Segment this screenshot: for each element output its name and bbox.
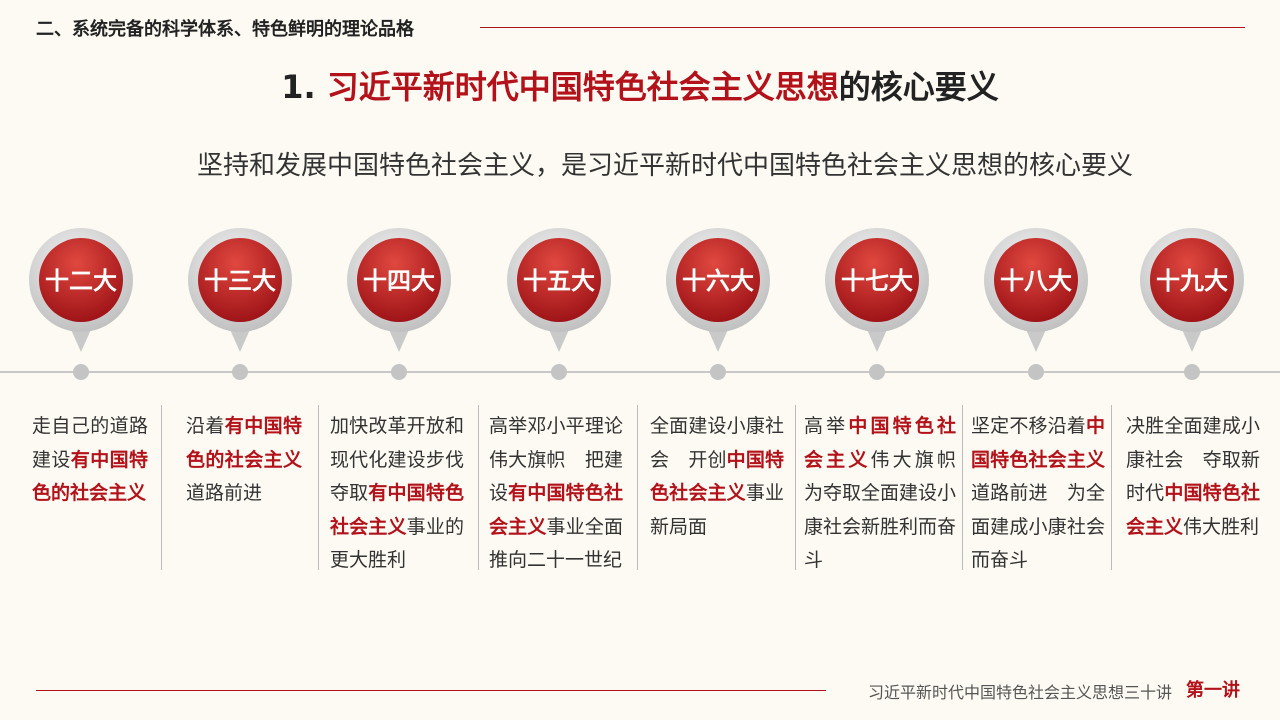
text-segment: 中国特色社会主义 <box>971 415 1105 471</box>
pointer <box>1180 325 1204 352</box>
subtitle: 坚持和发展中国特色社会主义，是习近平新时代中国特色社会主义思想的核心要义 <box>196 151 1133 181</box>
milestone-label: 十二大 <box>45 267 117 295</box>
divider <box>962 405 963 570</box>
text-segment: 中国特色社会主义 <box>804 415 956 471</box>
section-heading: 二、系统完备的科学体系、特色鲜明的理论品格 <box>36 19 414 40</box>
text-segment: 道路前进 <box>186 482 263 504</box>
text-segment: 中国特色社会主义 <box>650 448 784 505</box>
text-segment: 有中国特色社会主义 <box>489 482 623 538</box>
bubble <box>1150 238 1234 322</box>
timeline-dot <box>73 364 89 380</box>
timeline-dot <box>391 364 407 380</box>
milestone-label: 十五大 <box>523 267 595 295</box>
milestone-text: 沿着有中国特色的社会主义道路前进 <box>186 410 302 511</box>
timeline-dot <box>869 364 885 380</box>
title-highlight: 习近平新时代中国特色社会主义思想 <box>326 68 839 106</box>
pointer <box>1024 325 1048 352</box>
milestone-text: 走自己的道路建设有中国特色的社会主义 <box>32 410 148 511</box>
title: 1. 习近平新时代中国特色社会主义思想的核心要义 <box>0 62 1280 108</box>
text-segment: 有中国特色社会主义 <box>330 482 464 538</box>
milestone-text: 高举邓小平理论伟大旗帜 把建设有中国特色社会主义事业全面推向二十一世纪 <box>489 410 623 578</box>
milestone-text: 坚定不移沿着中国特色社会主义道路前进 为全面建成小康社会而奋斗 <box>971 410 1105 578</box>
milestone-label: 十四大 <box>363 267 435 295</box>
text-segment: 伟大旗帜 为夺取全面建设小康社会新胜利而奋斗 <box>804 448 976 572</box>
text-segment: 道路前进 为全面建成小康社会而奋斗 <box>971 482 1105 571</box>
text-segment: 事业的更大胜利 <box>330 515 464 572</box>
milestone-label: 十七大 <box>841 267 913 295</box>
bubble <box>198 238 282 322</box>
pointer <box>547 325 571 352</box>
bubble <box>994 238 1078 322</box>
text-segment: 有中国特色的社会主义 <box>32 448 148 505</box>
milestone-text: 高举中国特色社会主义伟大旗帜 为夺取全面建设小康社会新胜利而奋斗 <box>804 410 975 578</box>
text-segment: 沿着 <box>186 415 225 437</box>
pointer <box>69 325 93 352</box>
text-segment: 高举 <box>804 415 849 437</box>
milestone-label: 十三大 <box>204 267 276 295</box>
rule <box>36 690 826 691</box>
milestone-text: 决胜全面建成小康社会 夺取新时代中国特色社会主义伟大胜利 <box>1126 410 1260 544</box>
text-segment: 伟大胜利 <box>1183 515 1260 538</box>
rule <box>480 27 1245 28</box>
timeline-dot <box>551 364 567 380</box>
pointer <box>387 325 411 352</box>
bubble <box>517 238 601 322</box>
text-segment: 高举邓小平理论伟大旗帜 把建设 <box>489 415 623 504</box>
text-segment: 有中国特色的社会主义 <box>186 415 302 471</box>
bubble <box>39 238 123 322</box>
text-segment: 全面建设小康社会 开创 <box>650 415 784 471</box>
milestone-text: 加快改革开放和现代化建设步伐夺取有中国特色社会主义事业的更大胜利 <box>330 410 464 578</box>
pointer <box>228 325 252 352</box>
text-segment: 走自己的道路建设 <box>32 415 148 471</box>
divider <box>161 405 162 570</box>
timeline-dot <box>232 364 248 380</box>
timeline-dot <box>710 364 726 380</box>
pointer <box>865 325 889 352</box>
text-segment: 加快改革开放和现代化建设步伐夺取 <box>330 415 464 504</box>
divider <box>478 405 479 570</box>
text-segment: 坚定不移沿着 <box>971 415 1086 437</box>
footer-series: 习近平新时代中国特色社会主义思想三十讲 <box>867 683 1172 702</box>
bubble <box>835 238 919 322</box>
milestone-text: 全面建设小康社会 开创中国特色社会主义事业新局面 <box>650 410 784 544</box>
pointer <box>706 325 730 352</box>
text-segment: 中国特色社会主义 <box>1126 482 1260 538</box>
milestone-label: 十六大 <box>682 267 754 295</box>
bubble <box>676 238 760 322</box>
text-segment: 决胜全面建成小康社会 夺取新时代 <box>1126 415 1260 504</box>
divider <box>1111 405 1112 570</box>
title-prefix: 1. <box>281 68 327 106</box>
text-segment: 事业全面推向二十一世纪 <box>489 515 623 572</box>
bubble <box>357 238 441 322</box>
divider <box>318 405 319 570</box>
divider <box>637 405 638 570</box>
timeline-dot <box>1184 364 1200 380</box>
divider <box>795 405 796 570</box>
title-suffix: 的核心要义 <box>838 68 999 106</box>
timeline-dot <box>1028 364 1044 380</box>
text-segment: 事业新局面 <box>650 482 784 538</box>
milestone-label: 十九大 <box>1156 267 1228 295</box>
milestone-label: 十八大 <box>1000 267 1072 295</box>
lecture-label: 第一讲 <box>1186 680 1240 701</box>
